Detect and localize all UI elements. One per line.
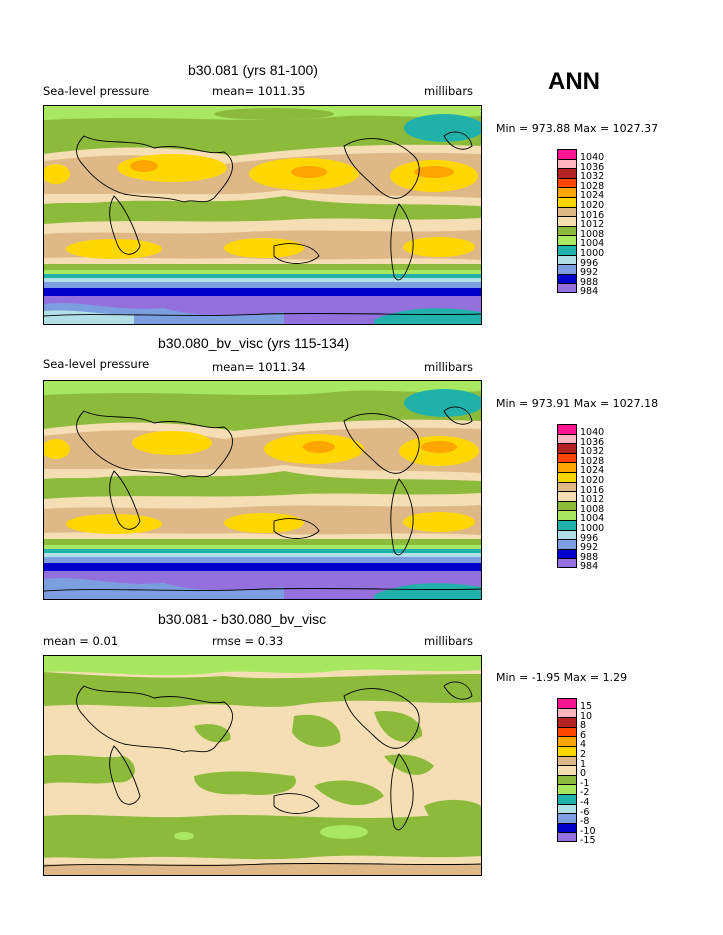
panel3-map — [43, 655, 482, 876]
legend-label: 1016 — [580, 484, 605, 496]
legend-label: 1008 — [580, 228, 605, 240]
legend-label: 4 — [580, 739, 587, 751]
panel2-units-label: millibars — [424, 360, 474, 374]
panel3-legend-bar — [557, 698, 577, 842]
panel1-map-contours — [44, 106, 481, 324]
panel1-minmax: Min = 973.88 Max = 1027.37 — [496, 122, 659, 135]
legend-label: 1008 — [580, 503, 605, 515]
legend-label: -15 — [580, 835, 596, 847]
legend-label: 2 — [580, 748, 587, 760]
panel3-map-contours — [44, 656, 481, 875]
legend-label: 1032 — [580, 446, 605, 458]
panel2-variable-label: Sea-level pressure — [43, 357, 150, 371]
legend-label: 1028 — [580, 455, 605, 467]
panel2-legend-bar — [557, 424, 577, 568]
panel1-units-label: millibars — [424, 84, 474, 98]
legend-label: 1024 — [580, 190, 605, 202]
legend-label: 1012 — [580, 494, 605, 506]
legend-label: 1012 — [580, 219, 605, 231]
panel1-legend-bar — [557, 149, 577, 293]
panel2-legend-labels: 1040 1036 1032 1028 1024 1020 1016 1012 … — [580, 428, 604, 572]
legend-label: -6 — [580, 806, 590, 818]
legend-label: -10 — [580, 825, 596, 837]
legend-label: 1036 — [580, 161, 605, 173]
legend-label: 0 — [580, 768, 587, 780]
panel2-title: b30.080_bv_visc (yrs 115-134) — [158, 335, 350, 351]
legend-label: -8 — [580, 816, 590, 828]
panel1-mean-label: mean= 1011.35 — [212, 84, 306, 98]
panel3-minmax: Min = -1.95 Max = 1.29 — [496, 671, 628, 684]
legend-label: -2 — [580, 787, 590, 799]
legend-label: 1032 — [580, 171, 605, 183]
panel3-title: b30.081 - b30.080_bv_visc — [158, 611, 327, 627]
legend-label: 984 — [580, 561, 599, 573]
season-label: ANN — [548, 68, 600, 95]
legend-label: 1028 — [580, 180, 605, 192]
legend-label: 1040 — [580, 152, 605, 163]
panel1-legend-labels: 1040 1036 1032 1028 1024 1020 1016 1012 … — [580, 153, 604, 297]
legend-label: 992 — [580, 542, 599, 554]
legend-label: 1004 — [580, 238, 605, 250]
legend-label: 10 — [580, 710, 593, 722]
legend-label: 984 — [580, 286, 599, 298]
legend-label: 1004 — [580, 513, 605, 525]
legend-label: 996 — [580, 257, 599, 269]
panel3-legend-labels: 15 10 8 6 4 2 1 0 -1 -2 -4 -6 -8 -10 -15 — [580, 702, 596, 846]
panel2-map — [43, 380, 482, 600]
panel2-mean-label: mean= 1011.34 — [212, 360, 306, 374]
panel3-mean-label: mean = 0.01 — [43, 634, 119, 648]
legend-label: 15 — [580, 701, 593, 712]
panel2-map-contours — [44, 381, 481, 599]
legend-label: 1020 — [580, 474, 605, 486]
legend-label: -4 — [580, 796, 590, 808]
legend-label: 1024 — [580, 465, 605, 477]
panel1-map — [43, 105, 482, 325]
legend-label: 992 — [580, 267, 599, 279]
legend-label: 1040 — [580, 427, 605, 438]
legend-label: 988 — [580, 551, 599, 563]
panel2-minmax: Min = 973.91 Max = 1027.18 — [496, 397, 659, 410]
legend-label: 1036 — [580, 436, 605, 448]
panel3-units-label: millibars — [424, 634, 474, 648]
legend-label: 1 — [580, 758, 587, 770]
legend-label: 1000 — [580, 247, 605, 259]
legend-label: 1000 — [580, 522, 605, 534]
legend-label: 1020 — [580, 199, 605, 211]
panel1-variable-label: Sea-level pressure — [43, 84, 150, 98]
legend-label: -1 — [580, 777, 590, 789]
legend-label: 1016 — [580, 209, 605, 221]
legend-label: 996 — [580, 532, 599, 544]
legend-label: 8 — [580, 720, 587, 732]
panel1-title: b30.081 (yrs 81-100) — [188, 62, 318, 78]
legend-label: 988 — [580, 276, 599, 288]
panel3-rmse-label: rmse = 0.33 — [212, 634, 284, 648]
legend-label: 6 — [580, 729, 587, 741]
